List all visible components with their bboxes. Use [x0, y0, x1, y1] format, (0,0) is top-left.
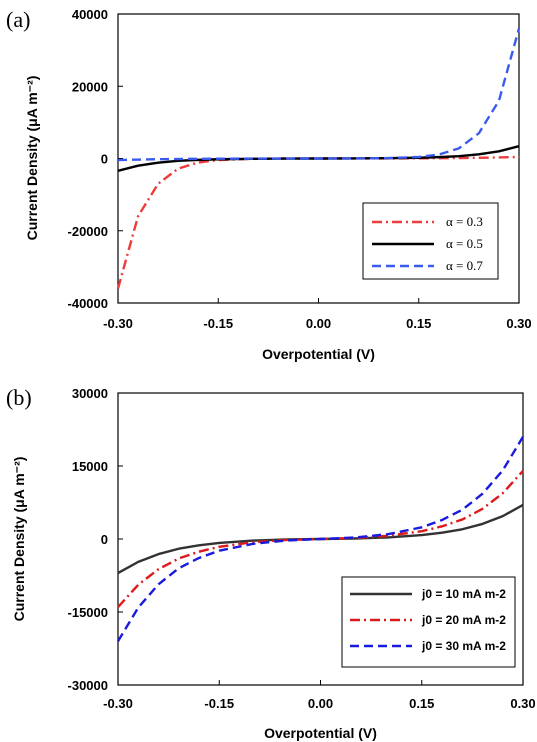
y-tick-label: 15000	[72, 459, 108, 474]
y-tick-label: 0	[101, 152, 108, 167]
y-axis-label-a: Current Density (μA m⁻²)	[24, 76, 40, 241]
y-tick-label: 0	[101, 532, 108, 547]
legend-label: j0 = 10 mA m-2	[421, 587, 506, 601]
series-lines-a	[116, 28, 521, 289]
y-tick-label: 30000	[72, 386, 108, 401]
legend-a: α = 0.3 α = 0.5 α = 0.7	[362, 202, 499, 280]
panel-label-a: (a)	[6, 7, 30, 32]
y-tick-label: -15000	[68, 605, 108, 620]
y-tick-label: -20000	[68, 224, 108, 239]
y-ticks-b: -30000 -15000 0 15000 30000	[68, 386, 123, 693]
x-tick-label: -0.15	[204, 696, 234, 711]
legend-label: α = 0.5	[446, 236, 483, 251]
series-line-3	[117, 28, 521, 162]
x-tick-label: 0.15	[406, 316, 431, 331]
x-ticks-a: -0.30 -0.15 0.00 0.15 0.30	[103, 298, 532, 331]
legend-label: α = 0.3	[446, 214, 483, 229]
chart-panel-a: (a) -0.30 -0.15 0.00 0.15 0.30 -40000 -20000 0…	[6, 7, 532, 362]
x-axis-label-a: Overpotential (V)	[262, 346, 375, 362]
y-tick-label: 20000	[72, 79, 108, 94]
y-ticks-a: -40000 -20000 0 20000 40000	[68, 7, 123, 311]
series-line-3	[116, 436, 525, 642]
panel-label-b: (b)	[6, 385, 32, 410]
series-lines-b	[116, 436, 525, 642]
legend-box-b	[341, 576, 516, 668]
legend-label: α = 0.7	[446, 258, 483, 273]
x-tick-label: 0.00	[306, 316, 331, 331]
x-ticks-b: -0.30 -0.15 0.00 0.15 0.30	[103, 680, 536, 711]
y-tick-label: -30000	[68, 678, 108, 693]
legend-b: j0 = 10 mA m-2 j0 = 20 mA m-2 j0 = 30 mA m…	[341, 576, 516, 668]
y-axis-label-b: Current Density (μA m⁻²)	[11, 457, 27, 622]
legend-items-b: j0 = 10 mA m-2 j0 = 20 mA m-2 j0 = 30 mA m…	[350, 587, 506, 653]
x-tick-label: 0.15	[409, 696, 434, 711]
x-tick-label: -0.30	[103, 696, 133, 711]
y-tick-label: 40000	[72, 7, 108, 22]
legend-label: j0 = 30 mA m-2	[421, 639, 506, 653]
x-tick-label: 0.30	[506, 316, 531, 331]
chart-panel-b: (b) -0.30 -0.15 0.00 0.15 0.30 -30000 -15000 0…	[6, 385, 536, 741]
legend-items-a: α = 0.3 α = 0.5 α = 0.7	[372, 214, 483, 273]
x-tick-label: -0.15	[203, 316, 233, 331]
legend-label: j0 = 20 mA m-2	[421, 613, 506, 627]
x-tick-label: 0.30	[510, 696, 535, 711]
y-tick-label: -40000	[68, 296, 108, 311]
x-axis-label-b: Overpotential (V)	[264, 725, 377, 741]
x-tick-label: 0.00	[308, 696, 333, 711]
x-tick-label: -0.30	[103, 316, 133, 331]
